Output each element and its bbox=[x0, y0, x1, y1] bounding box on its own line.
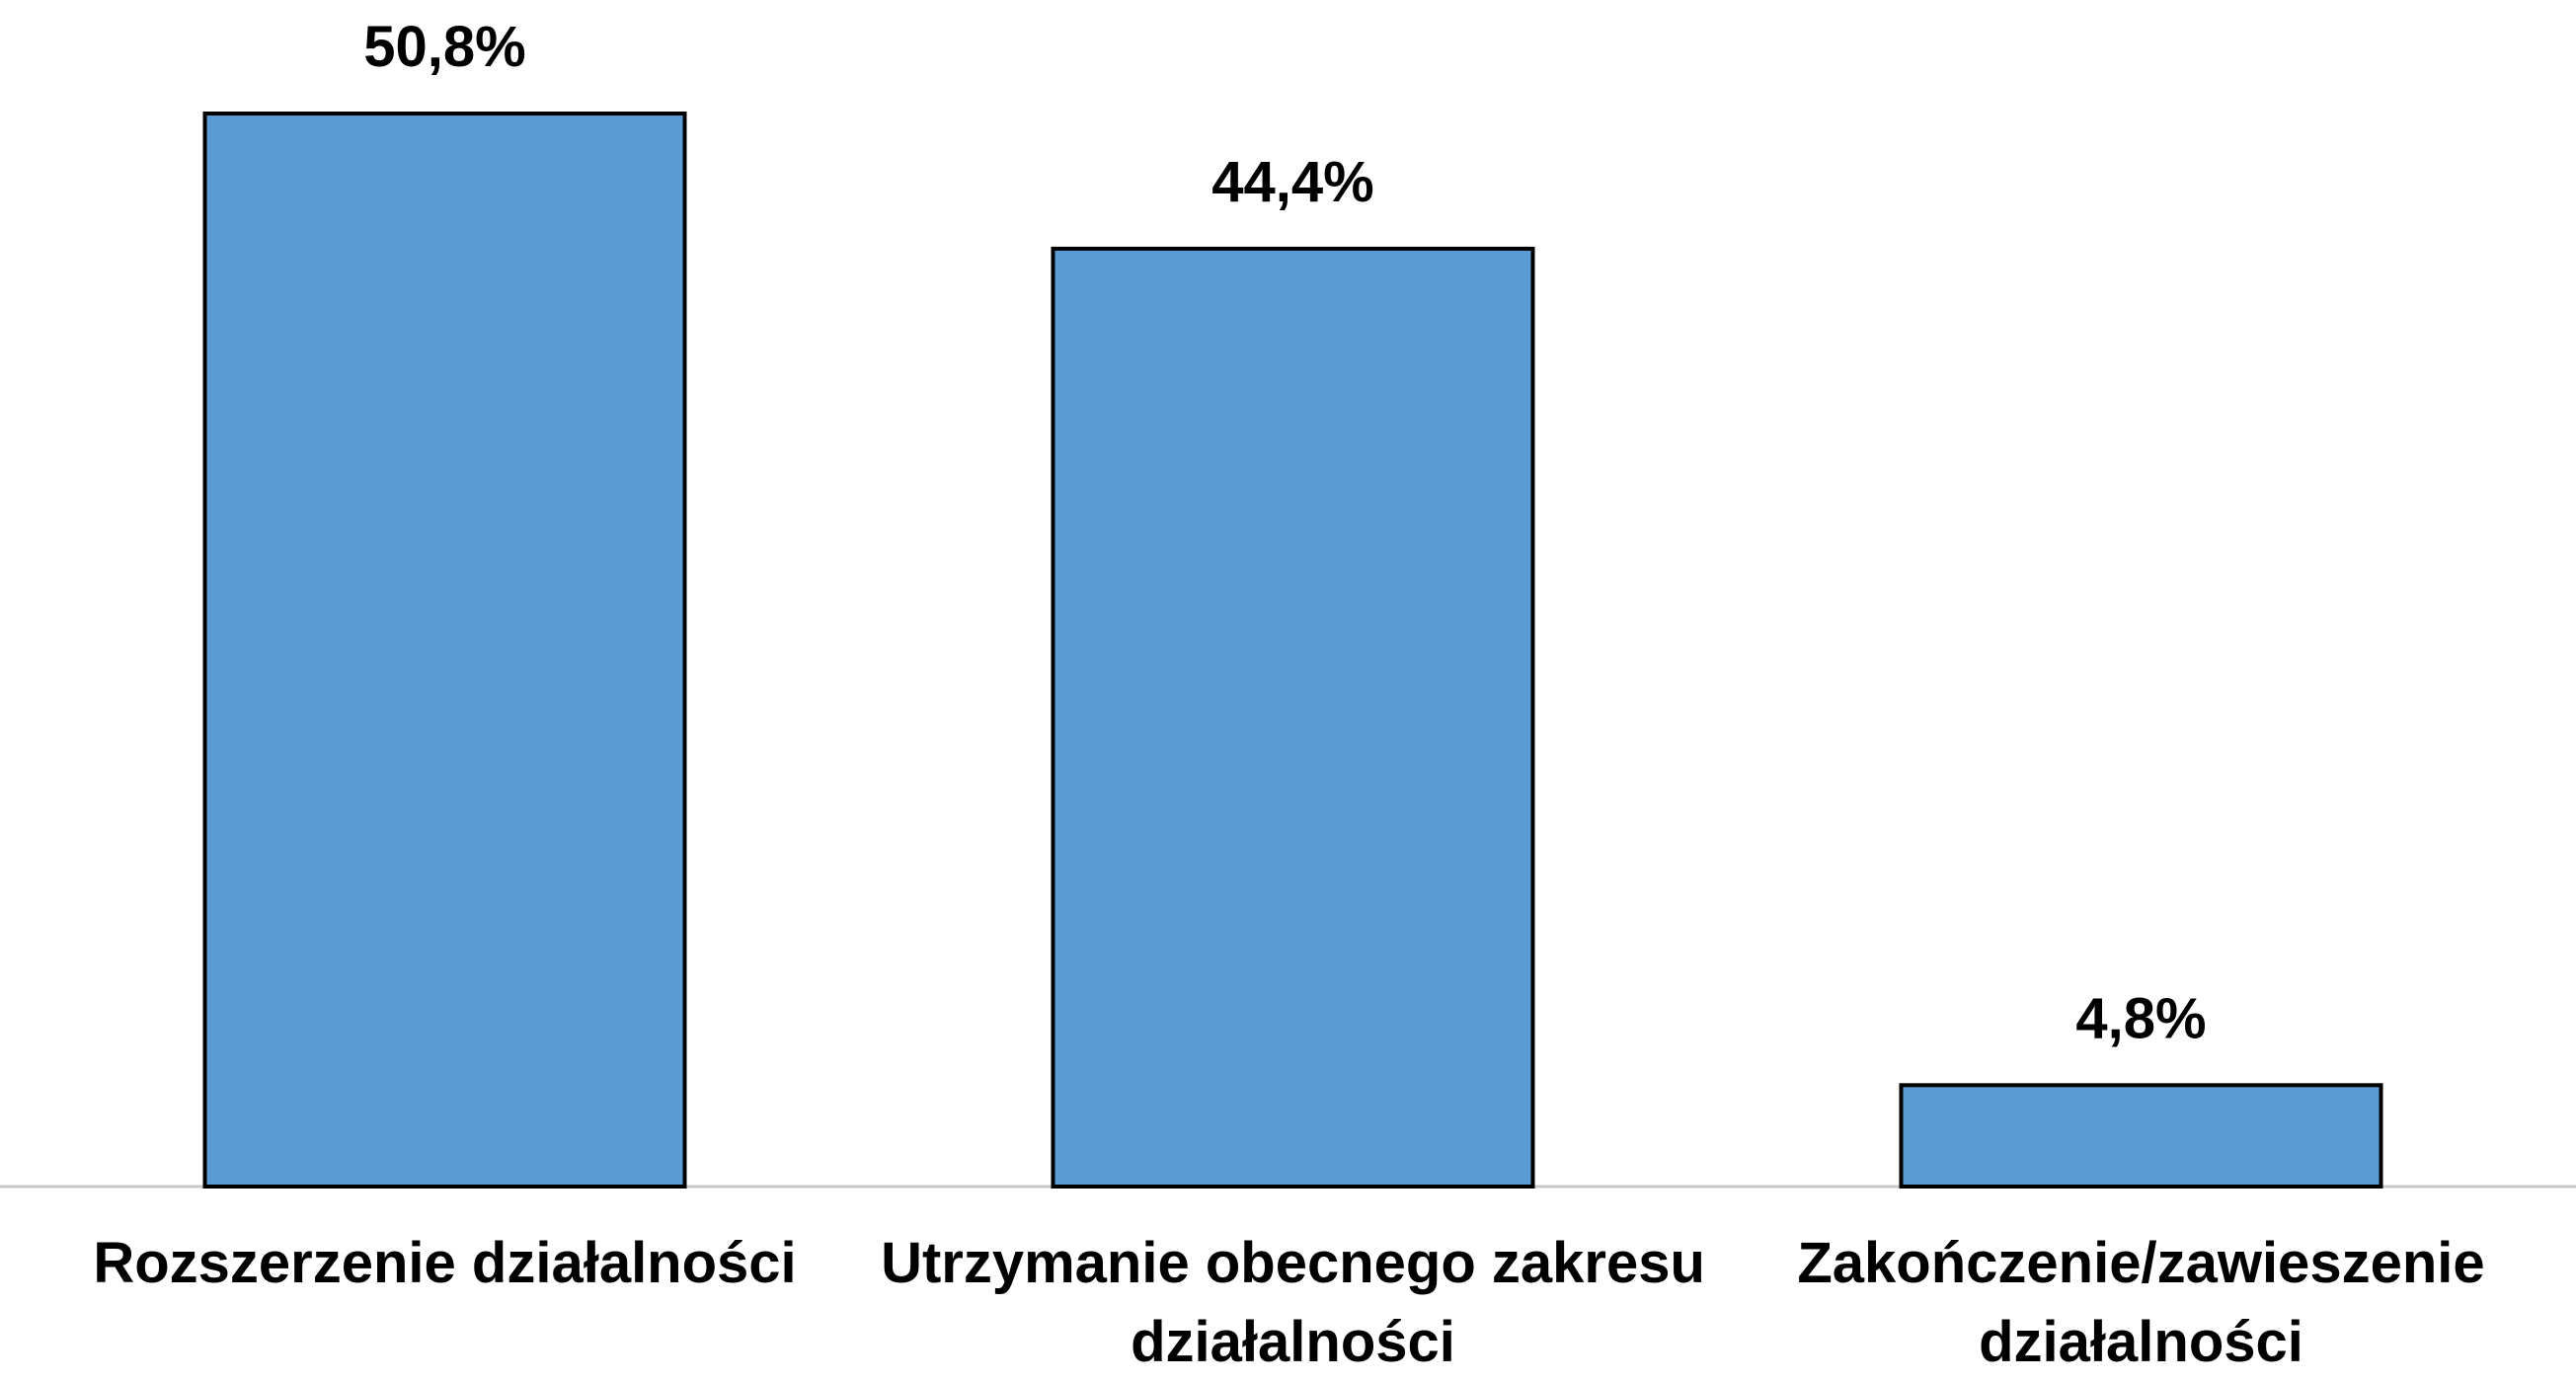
x-tick-label: Rozszerzenie działalności bbox=[93, 1231, 797, 1295]
value-label: 50,8% bbox=[363, 15, 525, 79]
value-label: 44,4% bbox=[1211, 150, 1373, 214]
x-tick-label: Zakończenie/zawieszenie działalności bbox=[1797, 1231, 2485, 1374]
x-tick-label: Utrzymanie obecnego zakresu działalności bbox=[881, 1231, 1705, 1374]
bar bbox=[1051, 246, 1535, 1189]
bar bbox=[202, 112, 687, 1189]
bar bbox=[1899, 1083, 2383, 1190]
value-label: 4,8% bbox=[2075, 986, 2206, 1050]
